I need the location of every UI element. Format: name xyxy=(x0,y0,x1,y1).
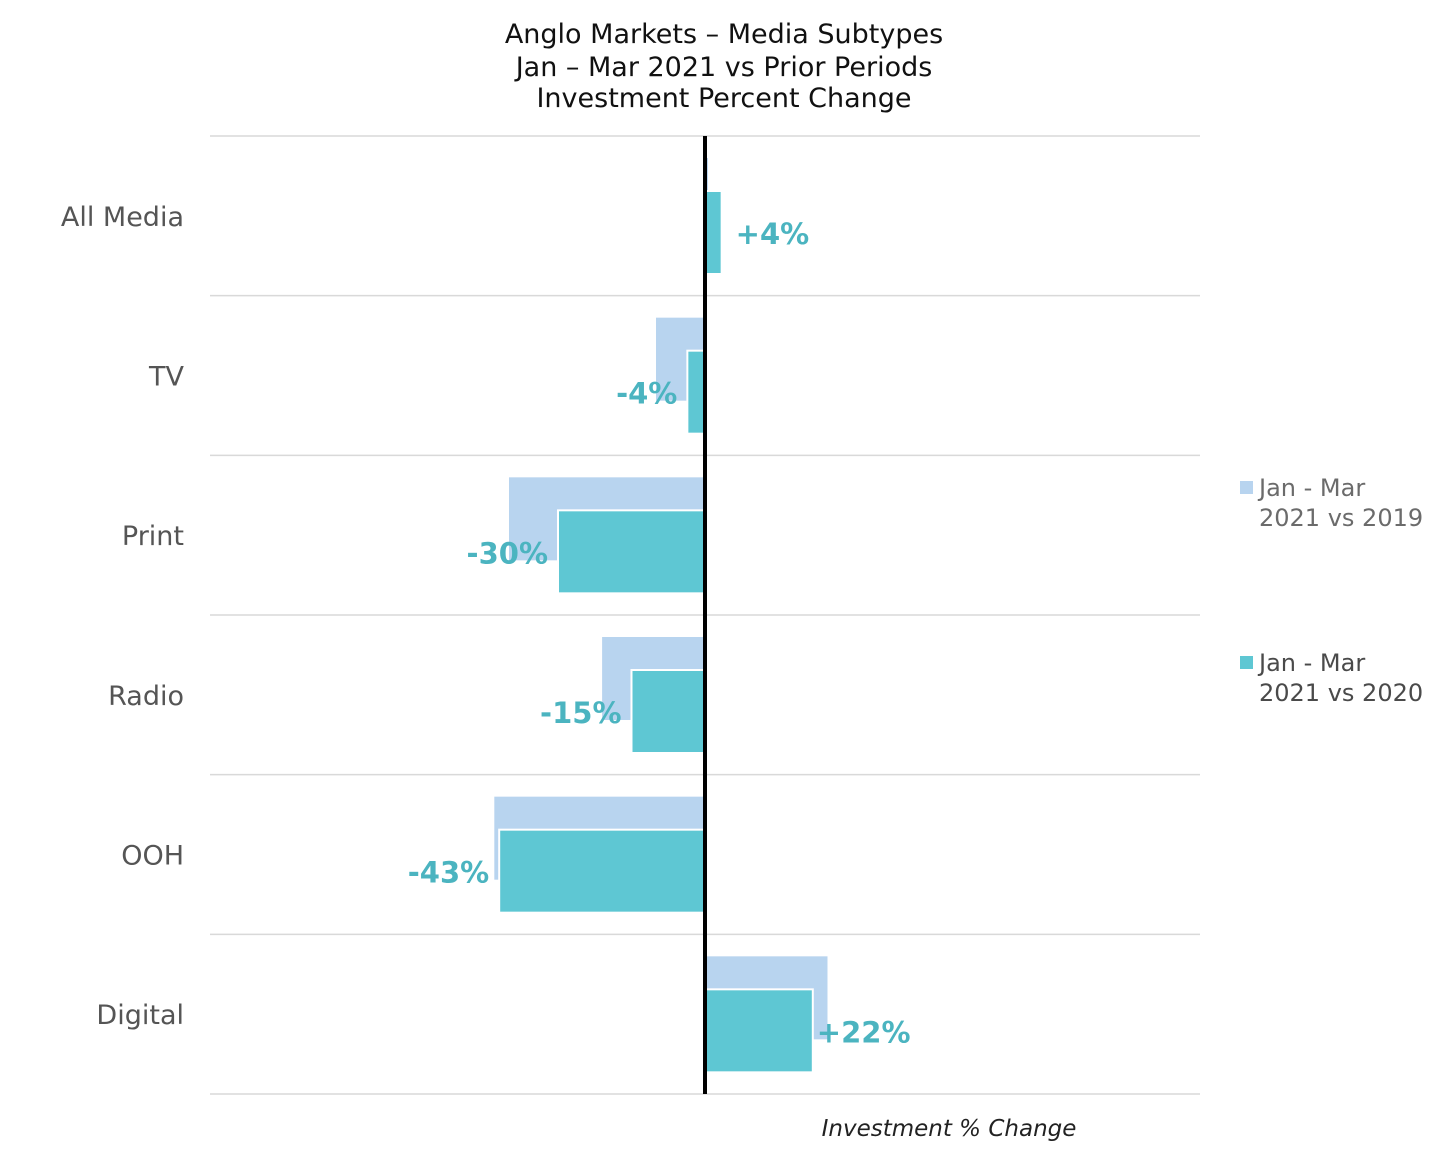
category-label: All Media xyxy=(61,202,184,233)
category-label: Print xyxy=(122,521,184,552)
category-labels: All Media TV Print Radio OOH Digital xyxy=(61,202,185,1031)
x-axis-title-text: Investment % Change xyxy=(822,1116,1077,1142)
bar-2020-tv xyxy=(686,349,706,435)
data-label: +22% xyxy=(817,1015,911,1049)
chart-title-line: Jan – Mar 2021 vs Prior Periods xyxy=(514,52,933,83)
legend-label-2019-line1: Jan - Mar xyxy=(1257,474,1365,502)
category-label: Digital xyxy=(96,1000,184,1031)
category-label: Radio xyxy=(108,681,184,712)
legend-label-2020-line1: Jan - Mar xyxy=(1257,649,1365,677)
bar-2020-print xyxy=(557,509,706,595)
legend-label-2019-line2: 2021 vs 2019 xyxy=(1259,504,1423,532)
data-label: +4% xyxy=(736,217,810,251)
category-label: OOH xyxy=(121,841,184,872)
bar-2020-ooh xyxy=(498,828,707,914)
data-labels: +4% -4% -30% -15% -43% +22% xyxy=(408,217,911,1049)
bar-2020-radio xyxy=(630,669,706,754)
data-label: -15% xyxy=(540,696,621,730)
legend-label-2020-line2: 2021 vs 2020 xyxy=(1259,679,1423,707)
category-label: TV xyxy=(148,362,184,393)
chart-title-line: Investment Percent Change xyxy=(536,83,911,114)
chart-title-line: Anglo Markets – Media Subtypes xyxy=(505,19,943,50)
data-label: -43% xyxy=(408,856,489,890)
bar-2020-all-media xyxy=(704,190,723,275)
data-label: -30% xyxy=(467,536,548,570)
data-label: -4% xyxy=(616,377,677,411)
series-2020-bars xyxy=(498,190,814,1074)
x-axis-title: Investment % Change xyxy=(822,1116,1077,1142)
bar-2020-digital xyxy=(704,988,814,1074)
legend-swatch-2019 xyxy=(1240,481,1253,494)
legend-swatch-2020 xyxy=(1240,656,1253,669)
